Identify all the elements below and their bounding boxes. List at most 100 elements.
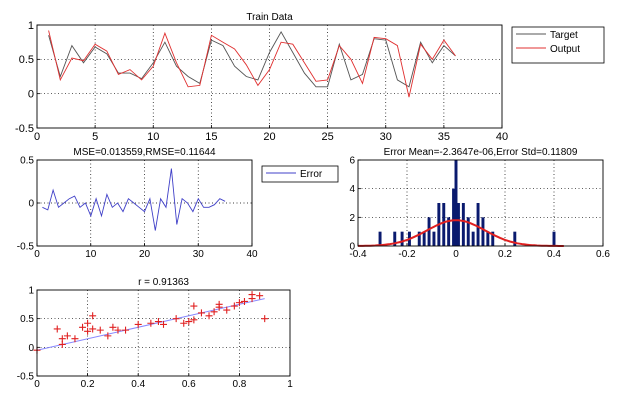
scatter-point [122, 326, 130, 334]
histogram-bar [442, 203, 446, 246]
x-tick-label: 0 [34, 249, 40, 260]
scatter-point [96, 326, 104, 334]
histogram-bar [461, 203, 465, 246]
scatter-point [104, 332, 112, 340]
y-tick-label: 6 [349, 156, 355, 167]
scatter-point [185, 318, 193, 326]
histogram-bar [491, 231, 495, 246]
series-line-error [42, 168, 226, 231]
legend-label: Output [550, 44, 580, 55]
histogram-bar [422, 231, 426, 246]
scatter-point [147, 319, 155, 327]
y-tick-label: 0.5 [20, 314, 34, 325]
histogram-bar [447, 217, 451, 246]
x-tick-label: 0.2 [81, 379, 95, 390]
x-tick-label: 20 [139, 249, 151, 260]
y-tick-label: 0 [28, 89, 34, 101]
scatter-point [223, 306, 231, 314]
y-tick-label: 2 [349, 213, 355, 224]
plot-frame [36, 24, 503, 129]
x-tick-label: 35 [438, 131, 450, 143]
histogram-bar [452, 188, 456, 246]
scatter-point [71, 335, 79, 343]
y-tick-label: -0.5 [17, 242, 35, 253]
x-tick-label: 0.4 [547, 249, 561, 260]
legend-box [261, 165, 339, 183]
x-tick-label: 0.8 [232, 379, 246, 390]
x-tick-label: 10 [147, 131, 159, 143]
scatter-point [172, 315, 180, 323]
scatter-point [89, 325, 97, 333]
histogram-bar [486, 231, 490, 246]
x-tick-label: 30 [380, 131, 392, 143]
x-tick-label: 0 [34, 131, 40, 143]
histogram-bar [466, 217, 470, 246]
scatter-point [89, 312, 97, 320]
y-tick-label: -0.5 [15, 123, 34, 135]
histogram-bar [378, 231, 382, 246]
scatter-point [230, 302, 238, 310]
x-tick-label: 10 [85, 249, 97, 260]
x-tick-label: 0.2 [498, 249, 512, 260]
chart-title: Error Mean=-2.3647e-06,Error Std=0.11809 [384, 147, 578, 158]
x-tick-label: 0.6 [596, 249, 610, 260]
scatter-point [261, 315, 269, 323]
histogram-bar [400, 231, 404, 246]
chart-panel-3: -0.4 -0.2 0 0.2 0.4 0.6 0 2 4 6 Error Mean=-2.3647… [349, 147, 610, 260]
x-tick-label: 20 [263, 131, 275, 143]
histogram-bar [432, 231, 436, 246]
x-tick-label: 0.4 [131, 379, 145, 390]
chart-title: r = 0.91363 [138, 277, 189, 288]
plot-area [37, 290, 290, 376]
histogram-bar [552, 231, 556, 246]
histogram-bar [481, 217, 485, 246]
y-tick-label: 1 [28, 20, 34, 32]
y-tick-label: 0.5 [19, 54, 34, 66]
scatter-point [134, 320, 142, 328]
x-tick-label: 0.6 [182, 379, 196, 390]
y-tick-label: 1 [28, 286, 34, 297]
scatter-point [248, 291, 256, 299]
histogram-bar [427, 217, 431, 246]
scatter-point [210, 308, 218, 316]
scatter-point [215, 300, 223, 308]
legend: Target Output [511, 26, 605, 64]
series-line-output [48, 30, 456, 98]
x-tick-label: 0 [34, 379, 40, 390]
scatter-point [197, 309, 205, 317]
y-tick-label: 0 [28, 343, 34, 354]
scatter-point [58, 335, 66, 343]
scatter-point [256, 292, 264, 300]
scatter-point [84, 319, 92, 327]
chart-title: MSE=0.013559,RMSE=0.11644 [73, 147, 216, 158]
plot-frame [36, 159, 253, 247]
normal-fit-curve [358, 219, 564, 247]
histogram-bar [417, 231, 421, 246]
scatter-point [79, 323, 87, 331]
scatter-point [53, 325, 61, 333]
chart-title: Train Data [246, 12, 293, 23]
x-tick-label: 40 [496, 131, 508, 143]
legend-label: Target [550, 30, 578, 41]
scatter-point [109, 323, 117, 331]
x-tick-label: 15 [205, 131, 217, 143]
chart-panel-2: 0 10 20 30 40-0.500.5MSE=0.013559,RMSE=0.116… [17, 147, 258, 260]
x-tick-label: 30 [193, 249, 205, 260]
scatter-point [205, 312, 213, 320]
x-tick-label: 40 [246, 249, 258, 260]
scatter-point [84, 327, 92, 335]
x-tick-label: -0.4 [349, 249, 367, 260]
scatter-point [190, 316, 198, 324]
histogram-bar [471, 231, 475, 246]
y-tick-label: 0 [28, 199, 34, 210]
x-tick-label: 5 [92, 131, 98, 143]
plot-area [358, 160, 603, 246]
legend-label: Error [300, 169, 323, 180]
histogram-bar [476, 203, 480, 246]
plot-frame [36, 289, 291, 377]
scatter-point [235, 299, 243, 307]
plot-frame [357, 159, 604, 247]
